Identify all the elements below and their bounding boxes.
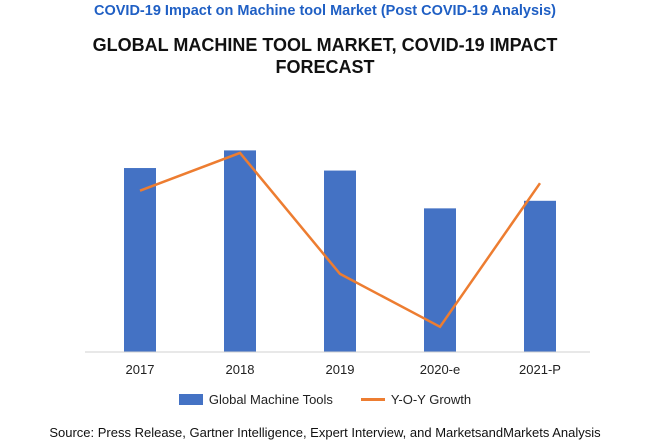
legend-item-bars: Global Machine Tools [178, 392, 333, 407]
legend: Global Machine Tools Y-O-Y Growth [0, 392, 650, 407]
x-tick-label: 2019 [326, 362, 355, 377]
legend-swatch-bars [178, 394, 203, 405]
x-tick-label: 2021-P [519, 362, 561, 377]
x-tick-label: 2020-e [420, 362, 460, 377]
bar-2018 [224, 150, 256, 352]
legend-item-line: Y-O-Y Growth [360, 392, 472, 407]
chart-title: GLOBAL MACHINE TOOL MARKET, COVID-19 IMP… [92, 35, 558, 77]
legend-label-line: Y-O-Y Growth [390, 392, 472, 407]
x-tick-labels: 2017 2018 2019 2020-e 2021-P [126, 362, 561, 377]
legend-swatch-line [360, 398, 385, 401]
legend-label-bars: Global Machine Tools [208, 392, 333, 407]
top-title: COVID-19 Impact on Machine tool Market (… [94, 3, 556, 19]
bar-2020-e [424, 208, 456, 352]
bar-2017 [124, 168, 156, 352]
x-tick-label: 2018 [226, 362, 255, 377]
line-layer [139, 151, 542, 329]
bars-layer [124, 150, 556, 352]
source-note: Source: Press Release, Gartner Intellige… [49, 425, 601, 440]
bar-2021-P [524, 200, 556, 352]
x-tick-label: 2017 [126, 362, 155, 377]
